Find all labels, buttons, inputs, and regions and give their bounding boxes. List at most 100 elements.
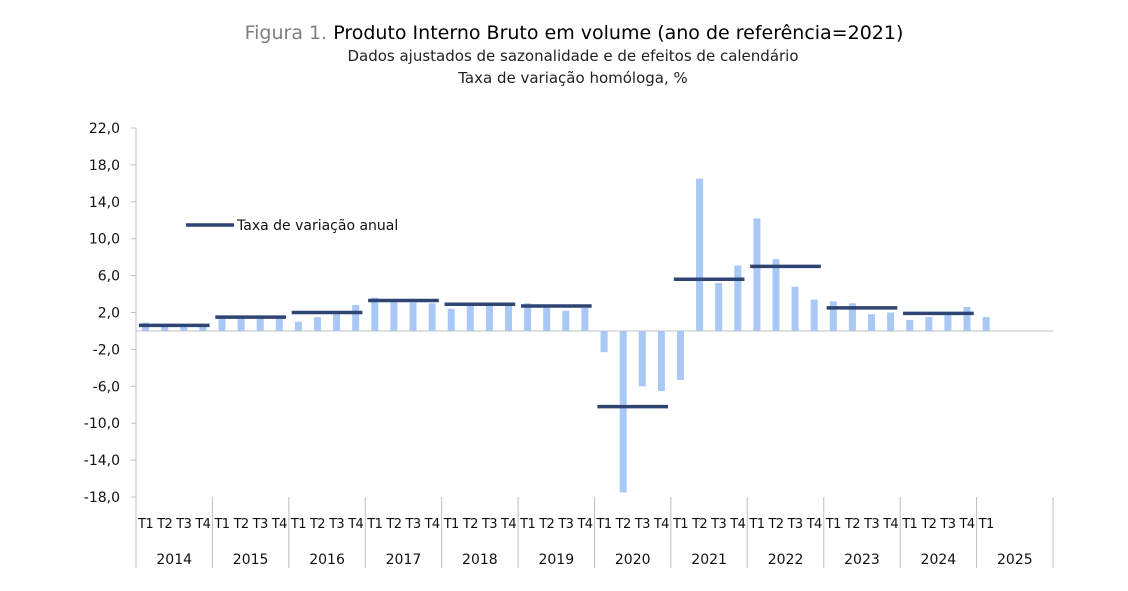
y-tick-label: -18,0 <box>84 490 120 506</box>
quarter-bar <box>352 305 360 331</box>
chart-title: Figura 1. Produto Interno Bruto em volum… <box>0 20 1128 46</box>
legend-label: Taxa de variação anual <box>236 218 398 234</box>
quarter-bar <box>447 308 455 331</box>
quarter-label: T3 <box>710 517 726 532</box>
quarter-bar <box>619 331 627 493</box>
quarter-label: T3 <box>328 517 344 532</box>
chart-title-text: Produto Interno Bruto em volume (ano de … <box>333 22 904 44</box>
quarter-bar <box>237 317 245 331</box>
y-tick-label: -6,0 <box>93 379 120 395</box>
quarter-label: T4 <box>500 517 516 532</box>
quarter-label: T2 <box>920 517 936 532</box>
quarter-label: T1 <box>978 517 994 532</box>
quarter-label: T4 <box>882 517 898 532</box>
year-label: 2019 <box>538 552 574 568</box>
year-label: 2023 <box>844 552 880 568</box>
quarter-label: T4 <box>347 517 363 532</box>
quarter-label: T4 <box>729 517 745 532</box>
quarter-bar <box>677 331 684 380</box>
quarter-label: T2 <box>844 517 860 532</box>
quarter-label: T4 <box>194 517 210 532</box>
y-tick-label: 10,0 <box>89 232 120 248</box>
quarter-label: T1 <box>901 517 917 532</box>
quarter-label: T4 <box>576 517 592 532</box>
quarter-label: T2 <box>233 517 249 532</box>
quarter-label: T2 <box>385 517 401 532</box>
y-tick-label: 18,0 <box>89 158 120 174</box>
quarter-label: T1 <box>290 517 306 532</box>
chart-titles: Figura 1. Produto Interno Bruto em volum… <box>0 20 1128 90</box>
quarter-label: T3 <box>481 517 497 532</box>
quarter-bar <box>887 312 895 331</box>
year-label: 2024 <box>921 552 957 568</box>
year-label: 2016 <box>309 552 345 568</box>
year-label: 2015 <box>233 552 269 568</box>
quarter-label: T3 <box>634 517 650 532</box>
quarter-bar <box>466 305 474 331</box>
quarter-bar <box>428 303 436 331</box>
quarter-bar <box>715 283 723 331</box>
quarter-bar <box>371 297 379 331</box>
quarter-bar <box>314 317 321 331</box>
quarter-bar <box>944 314 952 331</box>
quarter-bar <box>753 218 761 331</box>
figure-prefix: Figura 1. <box>244 22 328 44</box>
quarter-label: T3 <box>557 517 573 532</box>
quarter-label: T1 <box>443 517 459 532</box>
year-label: 2021 <box>691 552 727 568</box>
quarter-label: T2 <box>462 517 478 532</box>
quarter-label: T3 <box>252 517 268 532</box>
quarter-bar <box>390 301 398 331</box>
quarter-bar <box>963 307 971 331</box>
quarter-label: T2 <box>309 517 325 532</box>
quarter-label: T4 <box>959 517 975 532</box>
quarter-label: T1 <box>825 517 841 532</box>
quarter-label: T3 <box>787 517 803 532</box>
quarter-bar <box>199 326 207 331</box>
quarter-bar <box>275 317 283 331</box>
year-label: 2022 <box>768 552 804 568</box>
quarter-bar <box>294 321 302 331</box>
quarter-label: T1 <box>748 517 764 532</box>
y-tick-label: -14,0 <box>84 453 120 469</box>
quarter-bar <box>791 286 799 331</box>
quarter-bar <box>485 304 493 331</box>
quarter-bar <box>657 331 665 391</box>
year-label: 2025 <box>997 552 1033 568</box>
y-tick-label: 14,0 <box>89 195 120 211</box>
quarter-bar <box>505 305 512 331</box>
quarter-label: T1 <box>672 517 688 532</box>
y-tick-label: 22,0 <box>89 121 120 137</box>
quarter-label: T3 <box>939 517 955 532</box>
quarter-label: T2 <box>691 517 707 532</box>
quarter-label: T1 <box>137 517 153 532</box>
quarter-bar <box>161 326 169 331</box>
year-label: 2018 <box>462 552 498 568</box>
year-label: 2020 <box>615 552 651 568</box>
quarter-label: T2 <box>767 517 783 532</box>
year-label: 2017 <box>386 552 422 568</box>
quarter-label: T3 <box>863 517 879 532</box>
quarter-bar <box>772 259 780 331</box>
quarter-bar <box>333 312 341 331</box>
quarter-bar <box>982 317 990 331</box>
year-label: 2014 <box>156 552 192 568</box>
quarter-bar <box>734 265 742 331</box>
quarter-bar <box>600 331 608 353</box>
quarter-bar <box>696 178 704 331</box>
quarter-label: T1 <box>519 517 535 532</box>
quarter-label: T4 <box>424 517 440 532</box>
quarter-bar <box>829 301 837 331</box>
quarter-bar <box>868 314 875 331</box>
y-tick-label: -10,0 <box>84 416 120 432</box>
quarter-bar <box>848 303 856 331</box>
quarter-label: T3 <box>175 517 191 532</box>
quarter-label: T1 <box>596 517 612 532</box>
y-tick-label: 2,0 <box>98 306 120 322</box>
quarter-bar <box>524 303 532 331</box>
chart-subtitle-1: Dados ajustados de sazonalidade e de efe… <box>347 47 799 65</box>
y-tick-label: -2,0 <box>93 342 120 358</box>
quarter-bar <box>543 305 551 331</box>
quarter-bar <box>581 307 589 331</box>
